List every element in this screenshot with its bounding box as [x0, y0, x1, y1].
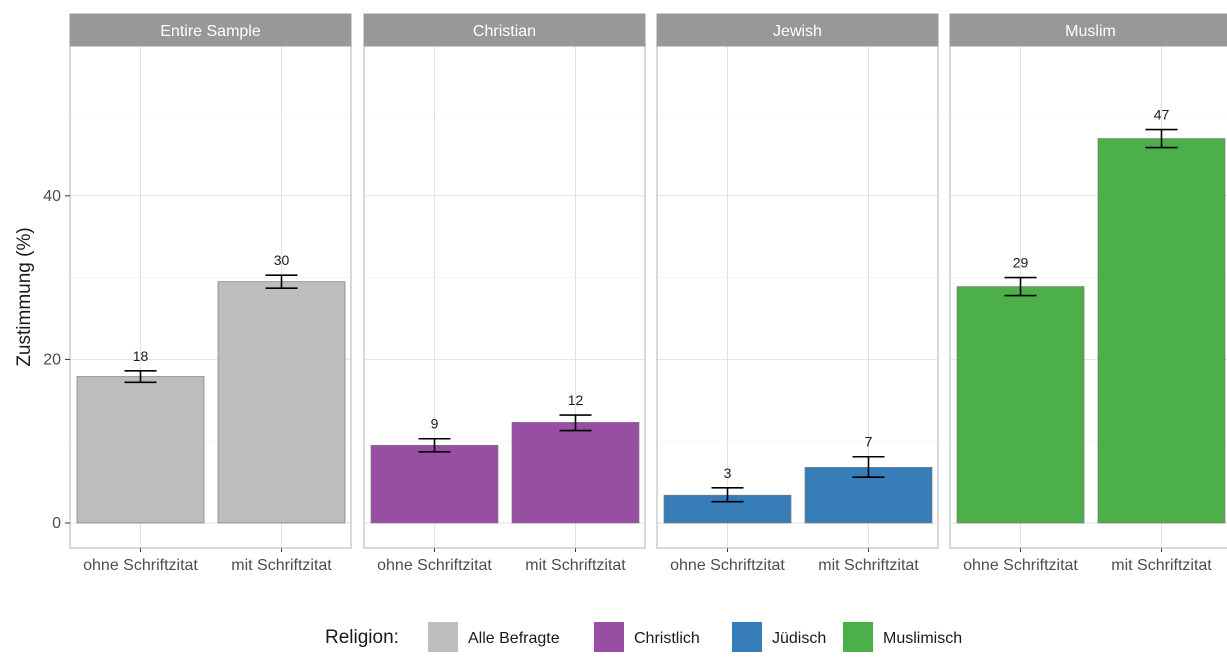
- legend-title: Religion:: [325, 627, 399, 648]
- x-tick-label: ohne Schriftzitat: [377, 557, 492, 574]
- legend-swatch: [732, 622, 762, 652]
- bar: [76, 376, 205, 524]
- facet-strip: [656, 13, 939, 47]
- data-label: 18: [133, 348, 149, 364]
- x-tick-label: ohne Schriftzitat: [963, 557, 1078, 574]
- legend-label: Christlich: [634, 630, 700, 647]
- facet-strip-label: Christian: [473, 23, 536, 40]
- legend-swatch: [843, 622, 873, 652]
- bar: [956, 286, 1085, 524]
- facet-strip-label: Entire Sample: [160, 23, 261, 40]
- x-tick-label: ohne Schriftzitat: [83, 557, 198, 574]
- legend-label: Muslimisch: [883, 630, 962, 647]
- data-label: 7: [865, 434, 873, 450]
- y-tick-label: 40: [43, 188, 61, 205]
- bar: [1097, 138, 1226, 524]
- facet-strip: [69, 13, 352, 47]
- data-label: 3: [724, 465, 732, 481]
- legend-swatch: [428, 622, 458, 652]
- data-label: 47: [1154, 107, 1170, 123]
- facet-strip-label: Muslim: [1065, 23, 1116, 40]
- legend-label: Jüdisch: [772, 630, 826, 647]
- x-tick-label: ohne Schriftzitat: [670, 557, 785, 574]
- y-axis-title: Zustimmung (%): [14, 227, 35, 366]
- data-label: 9: [431, 416, 439, 432]
- data-label: 12: [568, 392, 584, 408]
- facet-strip: [949, 13, 1227, 47]
- bar: [217, 281, 346, 524]
- legend-label: Alle Befragte: [468, 630, 560, 647]
- x-tick-label: mit Schriftzitat: [1111, 557, 1212, 574]
- y-tick-label: 0: [52, 515, 61, 532]
- x-tick-label: mit Schriftzitat: [525, 557, 626, 574]
- y-tick-label: 20: [43, 351, 61, 368]
- legend-swatch: [594, 622, 624, 652]
- panel-background: [657, 46, 938, 548]
- bar: [370, 444, 499, 524]
- facet-strip: [363, 13, 646, 47]
- x-tick-label: mit Schriftzitat: [818, 557, 919, 574]
- bar: [511, 422, 640, 524]
- data-label: 29: [1013, 255, 1029, 271]
- facet-strip-label: Jewish: [773, 23, 822, 40]
- x-tick-label: mit Schriftzitat: [231, 557, 332, 574]
- data-label: 30: [274, 252, 290, 268]
